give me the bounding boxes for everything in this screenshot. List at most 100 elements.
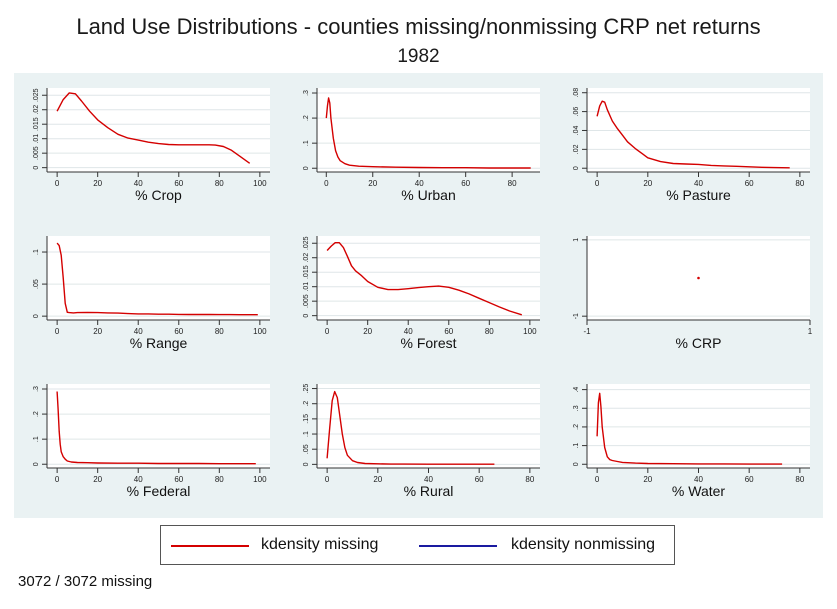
y-tick-label-pasture: .06 [573, 107, 580, 117]
x-tick-label-water: 60 [745, 475, 754, 484]
x-tick-label-range: 80 [215, 327, 224, 336]
y-tick-label-crop: 0 [33, 166, 40, 170]
legend-label-nonmissing: kdensity nonmissing [511, 536, 656, 553]
x-axis-label-pasture: % Pasture [666, 187, 731, 203]
chart-title: Land Use Distributions - counties missin… [76, 14, 761, 39]
x-tick-label-crop: 80 [215, 179, 224, 188]
y-tick-label-federal: 0 [33, 462, 40, 466]
x-axis-label-forest: % Forest [400, 335, 456, 351]
chart-subtitle: 1982 [397, 46, 440, 67]
x-tick-label-crp: -1 [583, 327, 591, 336]
y-tick-label-water: 0 [573, 462, 580, 466]
density-line-rural [326, 390, 495, 465]
panel-rural [317, 384, 540, 468]
x-tick-label-forest: 40 [404, 327, 413, 336]
x-axis-label-crop: % Crop [135, 187, 182, 203]
x-tick-label-rural: 60 [475, 475, 484, 484]
y-tick-label-crop: .025 [33, 88, 40, 102]
x-tick-label-crop: 20 [93, 179, 102, 188]
x-tick-label-pasture: 0 [595, 179, 600, 188]
y-tick-label-pasture: 0 [573, 166, 580, 170]
panel-crop [47, 88, 270, 172]
y-tick-label-crp: 1 [573, 238, 580, 242]
y-tick-label-crop: .01 [33, 134, 40, 144]
y-tick-label-rural: .1 [303, 431, 310, 437]
x-tick-label-crop: 100 [253, 179, 267, 188]
y-tick-label-pasture: .04 [573, 126, 580, 136]
x-tick-label-forest: 80 [485, 327, 494, 336]
y-tick-label-forest: .025 [303, 236, 310, 250]
y-tick-label-federal: .2 [33, 411, 40, 417]
y-tick-label-crop: .005 [33, 146, 40, 160]
y-tick-label-water: .1 [573, 443, 580, 449]
y-tick-label-rural: .15 [303, 414, 310, 424]
x-tick-label-federal: 0 [55, 475, 60, 484]
x-tick-label-federal: 40 [134, 475, 143, 484]
y-tick-label-range: 0 [33, 314, 40, 318]
panel-urban [317, 88, 540, 172]
y-tick-label-federal: .1 [33, 436, 40, 442]
y-tick-label-pasture: .08 [573, 88, 580, 98]
y-tick-label-water: .2 [573, 424, 580, 430]
x-tick-label-water: 80 [795, 475, 804, 484]
y-tick-label-forest: .01 [303, 282, 310, 292]
x-tick-label-pasture: 40 [694, 179, 703, 188]
y-tick-label-forest: .015 [303, 265, 310, 279]
legend-swatch-nonmissing [419, 545, 497, 547]
density-line-crop [56, 92, 251, 164]
y-tick-label-water: .4 [573, 387, 580, 393]
y-tick-label-rural: .05 [303, 444, 310, 454]
x-tick-label-federal: 20 [93, 475, 102, 484]
x-tick-label-range: 60 [174, 327, 183, 336]
panel-forest [317, 236, 540, 320]
x-tick-label-pasture: 20 [643, 179, 652, 188]
x-tick-label-range: 40 [134, 327, 143, 336]
x-tick-label-federal: 80 [215, 475, 224, 484]
legend: kdensity missing kdensity nonmissing [160, 525, 675, 565]
y-tick-label-urban: .2 [303, 115, 310, 121]
y-tick-label-federal: .3 [33, 386, 40, 392]
x-tick-label-water: 20 [643, 475, 652, 484]
x-tick-label-crop: 0 [55, 179, 60, 188]
y-tick-label-crop: .015 [33, 117, 40, 131]
panel-water [587, 384, 810, 468]
y-tick-label-rural: .25 [303, 384, 310, 394]
x-tick-label-forest: 100 [523, 327, 537, 336]
x-tick-label-range: 0 [55, 327, 60, 336]
x-tick-label-range: 100 [253, 327, 267, 336]
y-tick-label-pasture: .02 [573, 144, 580, 154]
density-line-water [596, 392, 783, 465]
x-tick-label-forest: 0 [325, 327, 330, 336]
y-tick-label-urban: 0 [303, 166, 310, 170]
x-axis-label-crp: % CRP [676, 335, 722, 351]
panel-range [47, 236, 270, 320]
density-line-range [56, 242, 258, 316]
y-tick-label-urban: .3 [303, 90, 310, 96]
point-crp [697, 276, 700, 280]
x-tick-label-crop: 40 [134, 179, 143, 188]
x-tick-label-urban: 80 [508, 179, 517, 188]
x-axis-label-range: % Range [130, 335, 188, 351]
y-tick-label-water: .3 [573, 405, 580, 411]
x-tick-label-rural: 0 [325, 475, 330, 484]
density-line-federal [56, 391, 256, 465]
panel-federal [47, 384, 270, 468]
x-tick-label-forest: 20 [363, 327, 372, 336]
y-tick-label-urban: .1 [303, 140, 310, 146]
y-tick-label-forest: .02 [303, 253, 310, 263]
x-tick-label-federal: 60 [174, 475, 183, 484]
x-tick-label-forest: 60 [444, 327, 453, 336]
x-tick-label-water: 0 [595, 475, 600, 484]
y-tick-label-range: .1 [33, 249, 40, 255]
density-line-forest [326, 241, 523, 316]
x-tick-label-rural: 20 [373, 475, 382, 484]
legend-swatch-missing [171, 545, 249, 547]
y-tick-label-range: .05 [33, 279, 40, 289]
x-tick-label-rural: 40 [424, 475, 433, 484]
x-tick-label-federal: 100 [253, 475, 267, 484]
x-tick-label-crop: 60 [174, 179, 183, 188]
x-axis-label-water: % Water [672, 483, 725, 499]
x-tick-label-range: 20 [93, 327, 102, 336]
y-tick-label-rural: .2 [303, 401, 310, 407]
